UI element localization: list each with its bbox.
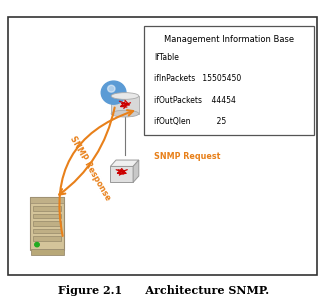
Polygon shape	[110, 160, 139, 166]
Ellipse shape	[111, 110, 139, 117]
Text: ifOutPackets    44454: ifOutPackets 44454	[154, 96, 236, 105]
Bar	[111, 96, 139, 114]
Text: SNMP Response: SNMP Response	[68, 135, 112, 203]
Text: SNMP Request: SNMP Request	[154, 152, 221, 161]
Bar	[30, 197, 64, 203]
Text: ifOutQlen           25: ifOutQlen 25	[154, 117, 227, 126]
Bar	[33, 221, 61, 226]
Text: ifInPackets   15505450: ifInPackets 15505450	[154, 74, 241, 84]
Ellipse shape	[111, 93, 139, 99]
Polygon shape	[110, 166, 133, 182]
FancyBboxPatch shape	[145, 26, 314, 135]
Bar	[33, 214, 61, 218]
Circle shape	[108, 85, 115, 92]
Bar	[33, 236, 61, 241]
Bar	[33, 229, 61, 233]
Bar	[30, 197, 64, 250]
Bar	[31, 249, 64, 255]
Text: Management Information Base: Management Information Base	[164, 35, 294, 44]
Text: Figure 2.1      Architecture SNMP.: Figure 2.1 Architecture SNMP.	[58, 285, 270, 296]
Text: IfTable: IfTable	[154, 53, 179, 62]
Circle shape	[101, 81, 126, 104]
Bar	[33, 206, 61, 211]
FancyBboxPatch shape	[8, 17, 317, 275]
Circle shape	[35, 243, 39, 247]
Polygon shape	[133, 160, 139, 182]
